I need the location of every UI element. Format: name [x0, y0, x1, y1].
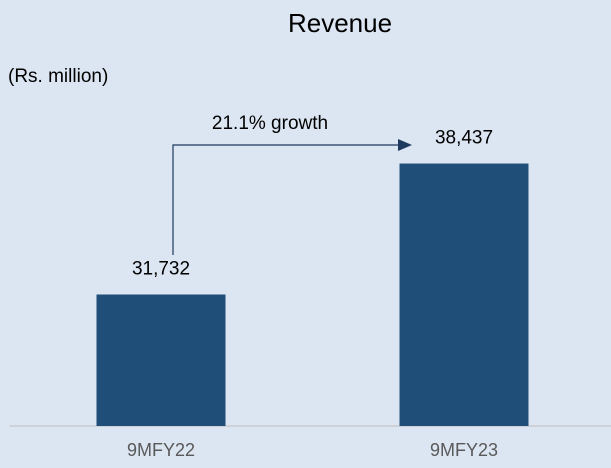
x-tick-label: 9MFY23	[430, 440, 498, 460]
chart-subtitle: (Rs. million)	[8, 66, 108, 87]
bar	[96, 294, 226, 426]
value-label: 31,732	[132, 259, 190, 280]
growth-arrow	[172, 144, 398, 255]
arrow-head	[398, 139, 412, 151]
value-label: 38,437	[435, 128, 493, 149]
x-tick-label: 9MFY22	[127, 440, 195, 460]
bar	[399, 163, 529, 427]
annotation: 21.1% growth	[212, 113, 328, 134]
chart-title: Revenue	[288, 8, 392, 38]
